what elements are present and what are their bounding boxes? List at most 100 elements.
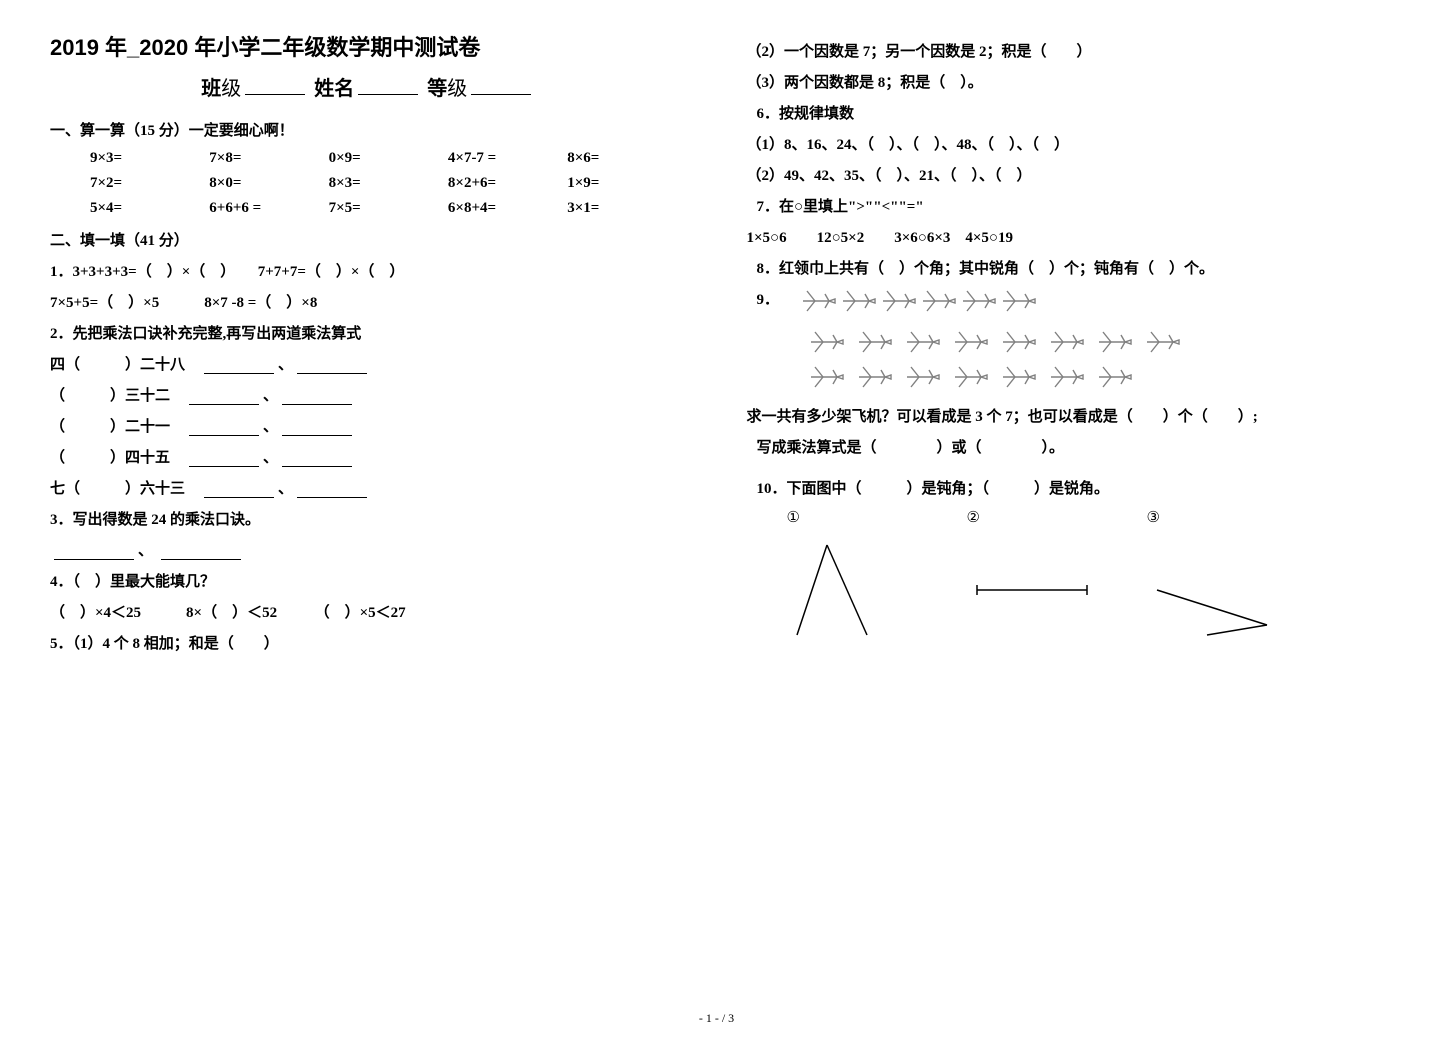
plane-row: [807, 329, 1384, 360]
q4-body: （ ）×4＜25 8×（ ）＜52 （ ）×5＜27: [50, 601, 687, 622]
q2-blank: [189, 466, 259, 467]
equation-cell: 1×9=: [567, 175, 686, 192]
shape-1-num: ①: [787, 508, 967, 527]
equation-cell: 6×8+4=: [448, 200, 567, 217]
q2-item-text: 四（ ）二十八: [50, 357, 200, 373]
planes-rest: [747, 329, 1384, 395]
equation-cell: 8×2+6=: [448, 175, 567, 192]
q3-blank-2: [161, 559, 241, 560]
q3-blank-1: [54, 559, 134, 560]
q4-head: 4．（ ）里最大能填几？: [50, 570, 687, 591]
airplane-icon: [855, 329, 895, 355]
q2-blank: [282, 404, 352, 405]
q10-shapes: ① ② ③: [787, 508, 1384, 650]
airplane-icon: [1047, 364, 1087, 390]
q2-item: （ ）二十一 、: [50, 415, 687, 436]
q2-blank: [204, 497, 274, 498]
left-column: 2019 年_2020 年小学二年级数学期中测试卷 班级 姓名 等级 一、算一算…: [50, 30, 717, 1001]
equation-cell: 8×0=: [209, 175, 328, 192]
airplane-icon: [839, 288, 879, 314]
q2-item: （ ）三十二 、: [50, 384, 687, 405]
q2-head: 2．先把乘法口诀补充完整,再写出两道乘法算式: [50, 322, 687, 343]
q5-3: （3）两个因数都是 8；积是（ ）。: [747, 71, 1384, 92]
q3-head: 3．写出得数是 24 的乘法口诀。: [50, 508, 687, 529]
class-label-suffix: 级: [221, 78, 241, 100]
airplane-icon: [999, 288, 1039, 314]
q5-1: 5．（1）4 个 8 相加；和是（ ）: [50, 632, 687, 653]
exam-title: 2019 年_2020 年小学二年级数学期中测试卷: [50, 30, 687, 62]
q2-item-text: 七（ ）六十三: [50, 481, 200, 497]
planes-first-row: [799, 288, 1039, 319]
equation-cell: 6+6+6 =: [209, 200, 328, 217]
q7-head: 7．在○里填上">""<""=": [757, 195, 1384, 216]
q2-blank: [282, 435, 352, 436]
q7-line: 1×5○6 12○5×2 3×6○6×3 4×5○19: [747, 226, 1384, 247]
airplane-icon: [807, 329, 847, 355]
q5-2: （2）一个因数是 7；另一个因数是 2；积是（ ）: [747, 40, 1384, 61]
right-column: （2）一个因数是 7；另一个因数是 2；积是（ ） （3）两个因数都是 8；积是…: [717, 30, 1384, 1001]
q2-sep: 、: [278, 481, 293, 497]
airplane-icon: [999, 329, 1039, 355]
q2-item: 七（ ）六十三 、: [50, 477, 687, 498]
q2-item: 四（ ）二十八 、: [50, 353, 687, 374]
q2-blank: [189, 435, 259, 436]
q9-block: 9．: [757, 288, 1384, 319]
shape-1: ①: [787, 508, 967, 650]
airplane-icon: [1047, 329, 1087, 355]
section-1-head: 一、算一算（15 分）一定要细心啊！: [50, 119, 687, 140]
airplane-icon: [903, 364, 943, 390]
q2-sep: 、: [278, 357, 293, 373]
airplane-icon: [959, 288, 999, 314]
airplane-icon: [1095, 364, 1135, 390]
airplane-icon: [951, 329, 991, 355]
q6-1: （1）8、16、24、（ ）、（ ）、48、（ ）、（ ）: [747, 133, 1384, 154]
equation-rows: 9×3=7×8=0×9=4×7-7 =8×6= 7×2=8×0=8×3=8×2+6…: [50, 150, 687, 217]
section-2-head: 二、填一填（41 分）: [50, 229, 687, 250]
q2-blank: [297, 373, 367, 374]
q2-item-text: （ ）三十二: [50, 388, 185, 404]
grade-label-suffix: 级: [447, 78, 467, 100]
airplane-icon: [951, 364, 991, 390]
airplane-icon: [999, 364, 1039, 390]
q10-head: 10．下面图中（ ）是钝角；（ ）是锐角。: [757, 477, 1384, 498]
class-blank: [245, 94, 305, 95]
equation-row: 9×3=7×8=0×9=4×7-7 =8×6=: [90, 150, 687, 167]
q2-items: 四（ ）二十八 、（ ）三十二 、（ ）二十一 、（ ）四十五 、七（ ）六十三…: [50, 353, 687, 498]
airplane-icon: [1143, 329, 1183, 355]
equation-cell: 8×3=: [329, 175, 448, 192]
q2-item-text: （ ）四十五: [50, 450, 185, 466]
q6-head: 6．按规律填数: [757, 102, 1384, 123]
name-blank: [358, 94, 418, 95]
shape-3: ③: [1147, 508, 1327, 650]
airplane-icon: [799, 288, 839, 314]
shape-2: ②: [967, 508, 1147, 650]
segment-svg: [967, 535, 1097, 645]
q9-label: 9．: [757, 288, 780, 309]
equation-cell: 4×7-7 =: [448, 150, 567, 167]
equation-cell: 7×5=: [329, 200, 448, 217]
q8: 8．红领巾上共有（ ）个角；其中锐角（ ）个；钝角有（ ）个。: [757, 257, 1384, 278]
airplane-icon: [919, 288, 959, 314]
q2-blank: [204, 373, 274, 374]
acute-angle-svg: [787, 535, 887, 645]
q2-blank: [297, 497, 367, 498]
q1-line-a: 1．3+3+3+3=（ ）×（ ） 7+7+7=（ ）×（ ）: [50, 260, 687, 281]
class-label-bold: 班: [201, 78, 221, 100]
plane-row: [807, 364, 1384, 395]
equation-cell: 8×6=: [567, 150, 686, 167]
q3-blanks: 、: [50, 539, 687, 560]
equation-row: 7×2=8×0=8×3=8×2+6=1×9=: [90, 175, 687, 192]
equation-cell: 5×4=: [90, 200, 209, 217]
airplane-icon: [903, 329, 943, 355]
page-footer: - 1 - / 3: [0, 1011, 1433, 1038]
q2-item-text: （ ）二十一: [50, 419, 185, 435]
q2-sep: 、: [263, 450, 278, 466]
equation-cell: 7×2=: [90, 175, 209, 192]
q2-blank: [282, 466, 352, 467]
equation-cell: 7×8=: [209, 150, 328, 167]
shape-2-num: ②: [967, 508, 1147, 527]
name-label: 姓名: [314, 78, 354, 100]
obtuse-angle-svg: [1147, 535, 1287, 645]
q2-sep: 、: [263, 388, 278, 404]
airplane-icon: [855, 364, 895, 390]
